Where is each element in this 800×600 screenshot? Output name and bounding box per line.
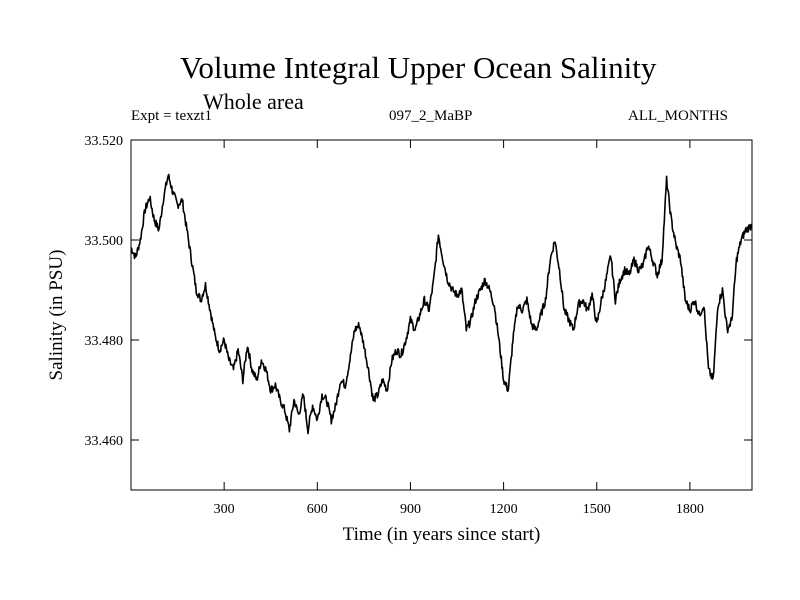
x-tick-label: 900	[400, 502, 421, 517]
y-tick-label: 33.460	[85, 434, 124, 449]
y-tick-label: 33.480	[85, 334, 124, 349]
run-id-label: 097_2_MaBP	[389, 108, 473, 124]
experiment-label: Expt = texzt1	[131, 108, 212, 124]
salinity-series-line	[130, 173, 753, 435]
x-axis-ticks: 300 600 900 1200 1500 1800	[214, 140, 704, 517]
y-axis-ticks: 33.460 33.480 33.500 33.520	[85, 134, 752, 449]
x-tick-label: 300	[214, 502, 235, 517]
chart-subtitle: Whole area	[203, 89, 304, 114]
y-tick-label: 33.500	[85, 234, 124, 249]
x-tick-label: 1800	[676, 502, 704, 517]
y-tick-label: 33.520	[85, 134, 124, 149]
plot-frame	[130, 139, 753, 491]
x-tick-label: 600	[307, 502, 328, 517]
x-tick-label: 1500	[583, 502, 611, 517]
chart-title: Volume Integral Upper Ocean Salinity	[180, 50, 657, 85]
months-label: ALL_MONTHS	[628, 108, 728, 124]
x-axis-label: Time (in years since start)	[343, 524, 541, 545]
y-axis-label: Salinity (in PSU)	[46, 250, 67, 381]
x-tick-label: 1200	[490, 502, 518, 517]
